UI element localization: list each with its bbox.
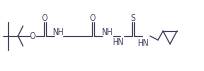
Text: HN: HN <box>112 37 123 47</box>
Text: O: O <box>30 32 36 40</box>
Text: O: O <box>90 13 95 23</box>
Text: HN: HN <box>137 38 148 47</box>
Text: O: O <box>42 13 48 23</box>
Text: NH: NH <box>52 27 63 36</box>
Text: NH: NH <box>101 27 112 36</box>
Text: S: S <box>130 13 135 23</box>
